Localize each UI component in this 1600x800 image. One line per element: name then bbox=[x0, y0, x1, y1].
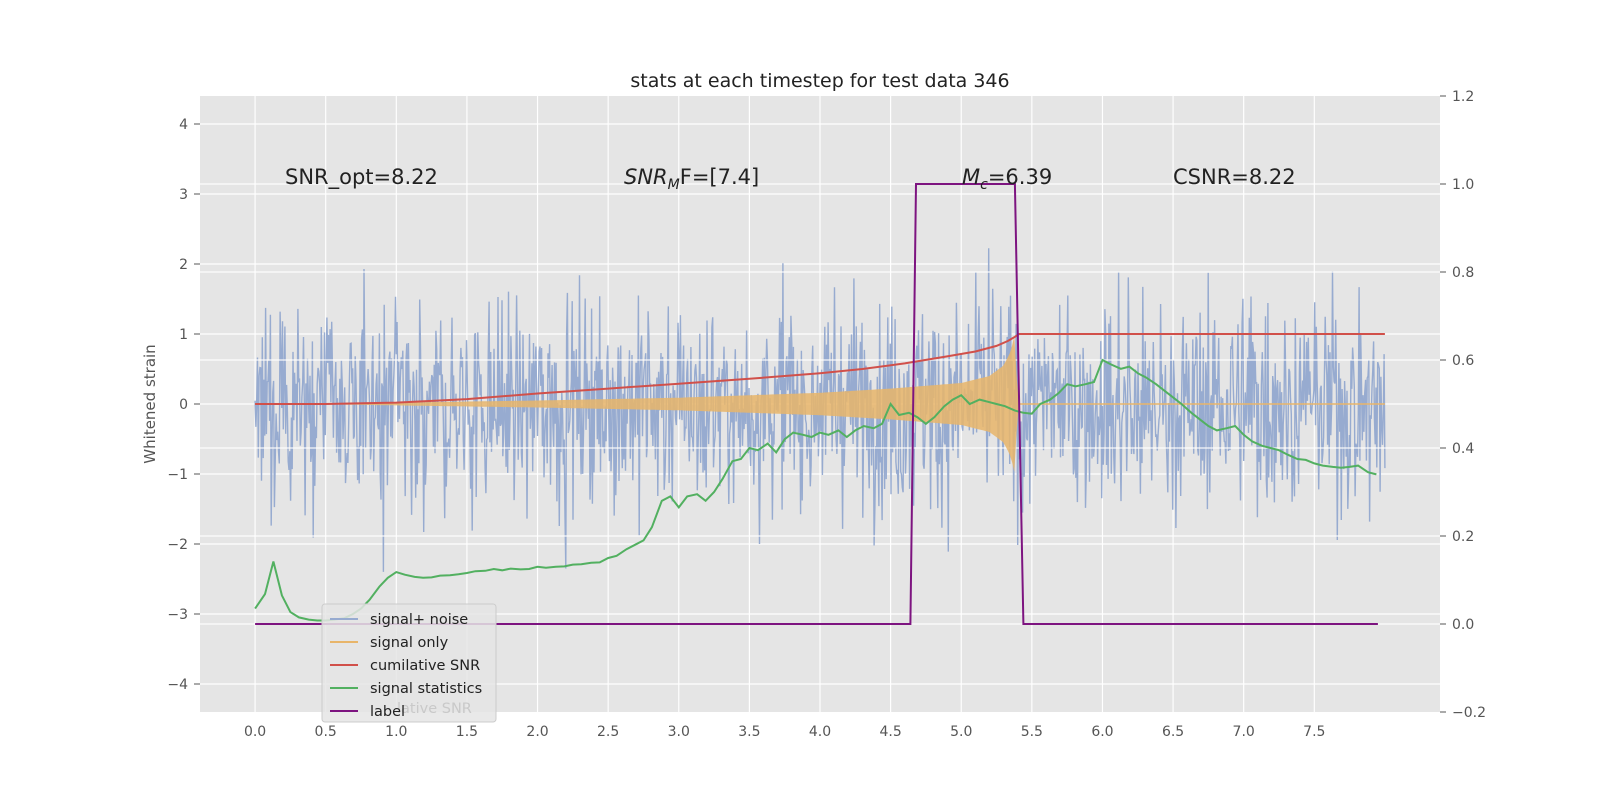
annotation-mc: Mc=6.39 bbox=[962, 165, 1052, 193]
y2-tick-label: 1.0 bbox=[1452, 177, 1474, 193]
chart-title: stats at each timestep for test data 346 bbox=[630, 70, 1009, 92]
annotation-snr-mf-rest: F=[7.4] bbox=[680, 165, 759, 189]
y-tick-label: −2 bbox=[167, 537, 188, 553]
y2-tick-label: 0.2 bbox=[1452, 529, 1474, 545]
signal-only-envelope bbox=[255, 336, 1385, 472]
x-tick-label: 7.5 bbox=[1303, 724, 1325, 740]
x-tick-label: 5.0 bbox=[950, 724, 972, 740]
y2-tick-label: −0.2 bbox=[1452, 705, 1486, 721]
cumulative-snr-line bbox=[255, 333, 1385, 405]
x-tick-label: 2.0 bbox=[526, 724, 548, 740]
annotation-mc-rest: =6.39 bbox=[988, 165, 1052, 189]
y-tick-label: 0 bbox=[179, 397, 188, 413]
x-tick-label: 3.5 bbox=[738, 724, 760, 740]
signal-noise-line bbox=[254, 248, 1386, 572]
x-tick-label: 5.5 bbox=[1021, 724, 1043, 740]
legend-ghost-text: lative SNR bbox=[397, 701, 472, 717]
annotation-snr-mf-main: SNR bbox=[624, 165, 668, 189]
legend-entry: signal only bbox=[370, 635, 449, 651]
y-tick-label: −1 bbox=[167, 467, 188, 483]
series-lines bbox=[254, 183, 1385, 625]
x-tick-label: 6.0 bbox=[1091, 724, 1113, 740]
signal-only-series bbox=[255, 336, 1385, 472]
annotation-snr-mf-sub: M bbox=[668, 177, 680, 193]
x-tick-label: 4.0 bbox=[809, 724, 831, 740]
legend-box bbox=[321, 603, 497, 723]
y-tick-label: 4 bbox=[179, 117, 188, 133]
x-tick-label: 2.5 bbox=[597, 724, 619, 740]
annotation-csnr: CSNR=8.22 bbox=[1173, 165, 1296, 189]
x-tick-label: 3.0 bbox=[668, 724, 690, 740]
annotation-snr-opt: SNR_opt=8.22 bbox=[285, 165, 438, 190]
legend-entry: label bbox=[370, 704, 405, 720]
y-axis-label: Whitened strain bbox=[141, 344, 159, 463]
y2-tick-label: 0.0 bbox=[1452, 617, 1474, 633]
ticks: 0.0 0.5 1.0 1.5 2.0 2.5 3.0 3.5 4.0 4.5 5.0 5.5 6.0 6… bbox=[167, 89, 1486, 740]
y2-tick-label: 0.4 bbox=[1452, 441, 1474, 457]
y-tick-label: 1 bbox=[179, 327, 188, 343]
legend-entry: cumilative SNR bbox=[370, 658, 480, 674]
annotation-mc-main: M bbox=[962, 165, 980, 189]
annotation-snr-mf: SNRMF=[7.4] bbox=[624, 165, 759, 193]
annotation-mc-sub: c bbox=[980, 177, 988, 193]
legend-entry: signal statistics bbox=[370, 681, 482, 697]
label-line bbox=[255, 183, 1378, 625]
y2-tick-label: 1.2 bbox=[1452, 89, 1474, 105]
x-tick-label: 0.5 bbox=[315, 724, 337, 740]
y2-tick-label: 0.8 bbox=[1452, 265, 1474, 281]
x-tick-label: 6.5 bbox=[1162, 724, 1184, 740]
legend: lative SNR signal+ noise signal only cumila… bbox=[321, 603, 497, 723]
y2-tick-label: 0.6 bbox=[1452, 353, 1474, 369]
x-tick-label: 1.5 bbox=[456, 724, 478, 740]
y-tick-label: −3 bbox=[167, 607, 188, 623]
x-tick-label: 4.5 bbox=[879, 724, 901, 740]
x-tick-label: 1.0 bbox=[385, 724, 407, 740]
x-tick-label: 0.0 bbox=[244, 724, 266, 740]
x-tick-label: 7.0 bbox=[1233, 724, 1255, 740]
signal-statistics-line bbox=[254, 358, 1377, 622]
y-tick-label: 2 bbox=[179, 257, 188, 273]
legend-entry: signal+ noise bbox=[370, 612, 468, 628]
y-tick-label: 3 bbox=[179, 187, 188, 203]
signal-noise-series bbox=[254, 248, 1386, 572]
y-tick-label: −4 bbox=[167, 677, 188, 693]
